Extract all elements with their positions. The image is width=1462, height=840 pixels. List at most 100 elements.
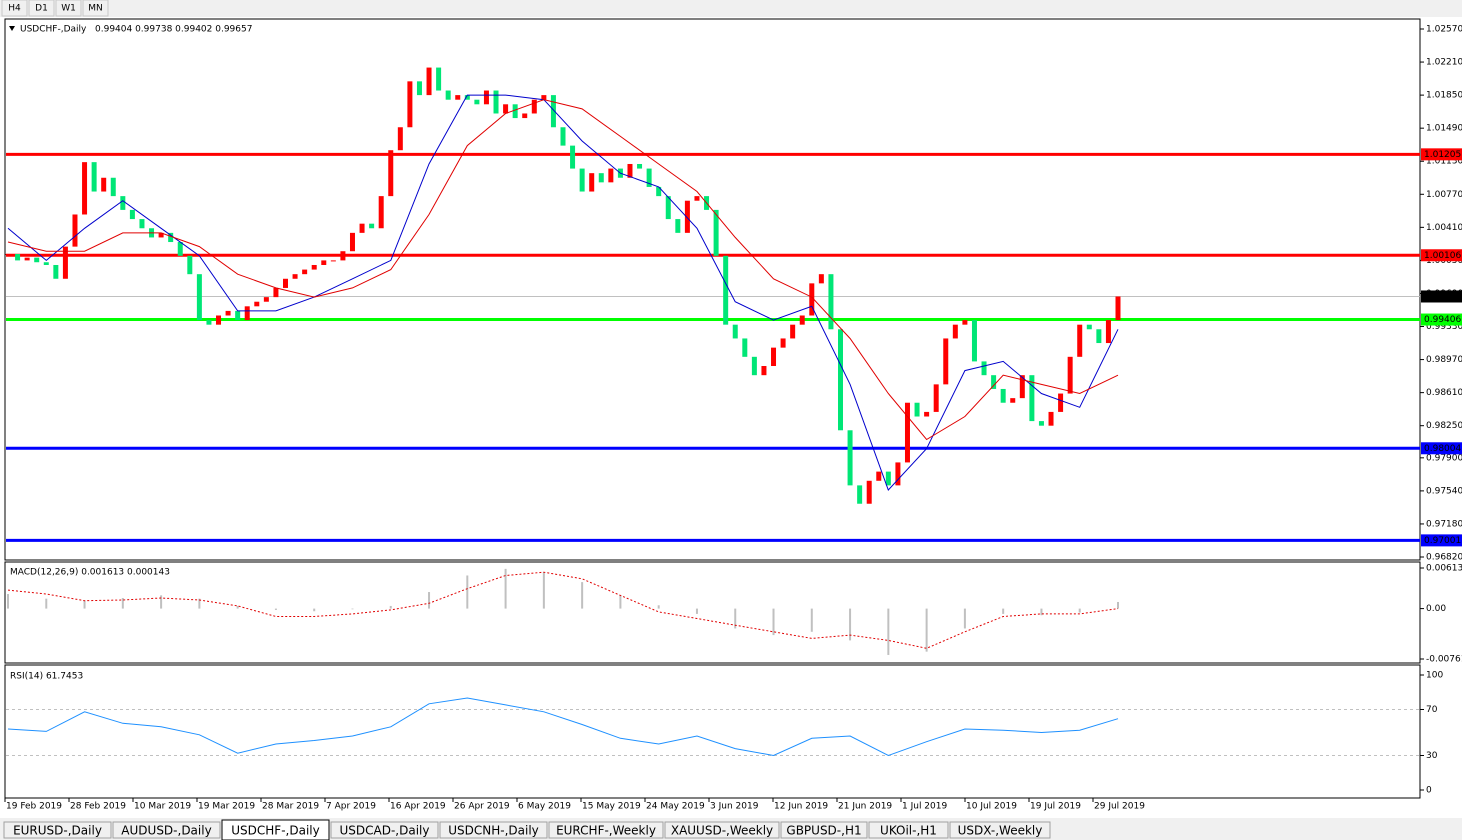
candle-body [818,274,824,284]
timeframe-label[interactable]: D1 [35,4,48,14]
x-tick-label: 12 Jun 2019 [774,802,828,812]
level-label: 0.98004 [1424,444,1461,454]
candle-body [608,168,614,183]
tab-shape[interactable] [949,821,1051,839]
candle-body [436,67,442,91]
tab-shape[interactable] [221,819,330,840]
candle-body [675,219,681,233]
tab-shape[interactable] [3,821,112,839]
candle-body [589,173,595,192]
tab[interactable]: UKOil-,H1 [868,821,949,839]
timeframe-label[interactable]: H4 [8,4,21,14]
toolbar [0,0,1462,17]
tab-shape[interactable] [868,821,949,839]
candle-body [1000,388,1006,403]
candle-body [359,223,365,233]
tab-shape[interactable] [439,821,548,839]
candle-body [723,255,729,325]
x-tick-label: 10 Mar 2019 [134,802,191,812]
candle-body [1105,320,1111,344]
level-tag [1421,313,1462,326]
candle-body [971,320,977,362]
tab-shape[interactable] [780,821,868,839]
candle-body [904,402,910,463]
tab[interactable]: AUDUSD-,Daily [112,821,221,839]
timeframe-label[interactable]: W1 [61,4,76,14]
tab-label[interactable]: EURUSD-,Daily [13,824,102,838]
tab-label[interactable]: GBPUSD-,H1 [786,824,861,838]
x-tick-label: 26 Apr 2019 [454,802,510,812]
candle-body [876,471,882,481]
tab[interactable]: EURCHF-,Weekly [548,821,664,839]
y-tick-label: 0.97900 [1426,453,1462,463]
timeframe-button[interactable] [55,0,82,17]
candle-body [914,402,920,417]
candle-body [407,81,413,128]
candle-body [216,315,222,325]
candle-body [5,253,11,255]
tab-label[interactable]: UKOil-,H1 [880,824,937,838]
chart-title: USDCHF-,Daily [20,25,87,35]
tab-shape[interactable] [330,821,439,839]
tab-label[interactable]: EURCHF-,Weekly [556,824,656,838]
tab[interactable]: USDCAD-,Daily [330,821,439,839]
tab-shape[interactable] [548,821,664,839]
level-tag [1421,534,1462,547]
candle-body [962,320,968,325]
candle-body [273,287,279,298]
candle-body [1038,421,1044,426]
tab[interactable]: EURUSD-,Daily [3,821,112,839]
tab[interactable]: USDX-,Weekly [949,821,1051,839]
candle-body [742,338,748,357]
macd-panel [4,561,1421,664]
candle-body [684,200,690,233]
candle-body [177,242,183,256]
rsi-tick-label: 30 [1426,751,1438,761]
x-tick-label: 16 Apr 2019 [390,802,446,812]
candle-body [369,223,375,229]
candle-body [302,269,308,275]
candle-body [1019,375,1025,399]
timeframe-button[interactable] [82,0,109,17]
tab-label[interactable]: XAUUSD-,Weekly [671,824,773,838]
candle-body [158,232,164,238]
timeframe-button[interactable] [28,0,55,17]
timeframe-label[interactable]: MN [88,4,103,14]
tab[interactable]: XAUUSD-,Weekly [664,821,780,839]
tab-label[interactable]: AUDUSD-,Daily [121,824,211,838]
candle-body [168,232,174,243]
timeframe-button[interactable] [1,0,28,17]
rsi-line [7,697,1119,757]
y-tick-label: 0.98970 [1426,355,1462,365]
tab[interactable]: USDCNH-,Daily [439,821,548,839]
tab-label[interactable]: USDCAD-,Daily [340,824,430,838]
candle-body [598,173,604,183]
candle-body [493,90,499,114]
candle-body [579,168,585,192]
tab-shape[interactable] [664,821,780,839]
candle-body [866,480,872,504]
candle-body [235,310,241,321]
candle-body [799,315,805,325]
candle-body [187,255,193,275]
candle-body [780,338,786,348]
candle-body [885,471,891,486]
tab[interactable]: USDCHF-,Daily [221,819,330,840]
candle-body [445,90,451,100]
candle-body [1077,324,1083,357]
y-tick-label: 1.01130 [1426,157,1462,167]
candle-body [24,257,30,261]
y-tick-label: 0.99330 [1426,322,1462,332]
candle-body [981,361,987,376]
tab-label[interactable]: USDX-,Weekly [958,824,1043,838]
tab-shape[interactable] [112,821,221,839]
candle-body [828,274,834,330]
tab[interactable]: GBPUSD-,H1 [780,821,868,839]
candle-body [790,324,796,339]
tab-label[interactable]: USDCHF-,Daily [231,824,319,838]
macd-title: MACD(12,26,9) 0.001613 0.000143 [10,568,170,578]
tab-label[interactable]: USDCNH-,Daily [448,824,539,838]
candle-body [1048,411,1054,426]
x-tick-label: 21 Jun 2019 [838,802,892,812]
